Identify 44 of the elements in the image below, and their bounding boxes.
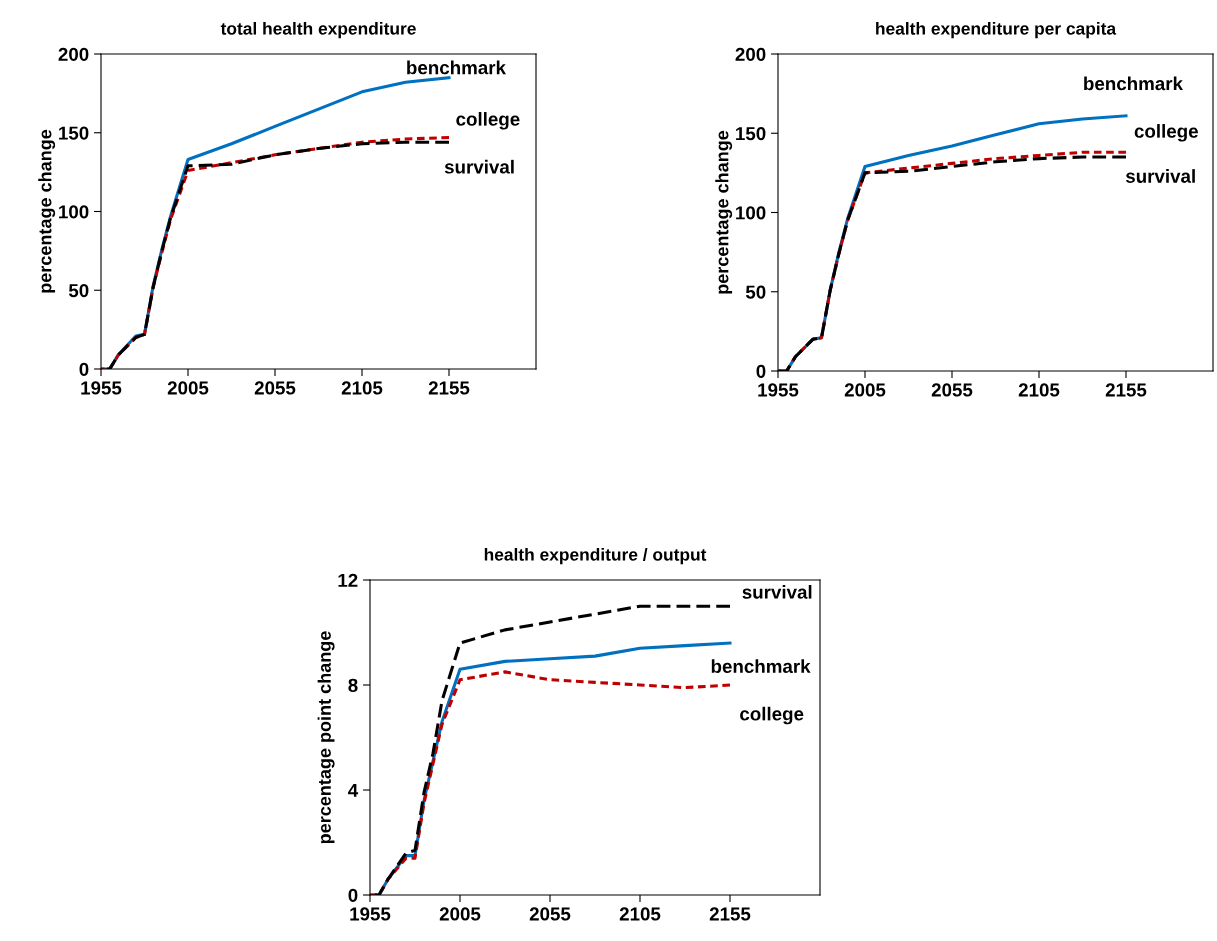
series-label: survival (1125, 169, 1195, 183)
x-tick-label: 2055 (931, 383, 973, 397)
y-tick-label: 200 (735, 47, 766, 61)
x-tick-label: 2105 (1018, 383, 1060, 397)
series-label: benchmark (711, 659, 811, 674)
x-tick-label: 2155 (709, 907, 751, 921)
y-tick-label: 50 (68, 283, 89, 298)
y-tick-label: 100 (736, 206, 766, 220)
y-tick-label: 4 (348, 783, 359, 797)
y-tick-label: 0 (348, 888, 358, 902)
series-label: college (740, 706, 804, 725)
x-tick-label: 2005 (439, 907, 481, 921)
series-label: survival (444, 159, 514, 174)
x-tick-label: 2005 (167, 381, 209, 395)
x-tick-label: 2105 (619, 907, 661, 921)
x-tick-label: 2155 (428, 381, 470, 395)
y-tick-label: 150 (59, 126, 89, 140)
y-tick-label: 50 (745, 285, 766, 299)
y-tick-label: 0 (79, 362, 89, 376)
series-label: benchmark (1084, 76, 1183, 91)
x-tick-label: 2055 (529, 907, 571, 921)
y-tick-label: 12 (338, 573, 358, 587)
series-label: survival (742, 585, 812, 599)
y-tick-label: 100 (59, 205, 89, 219)
y-tick-label: 8 (348, 678, 358, 692)
series-label: college (456, 112, 520, 130)
x-tick-label: 1955 (81, 381, 122, 395)
x-tick-label: 1955 (758, 383, 799, 397)
chart-title: health expenditure per capita (876, 21, 1117, 39)
x-tick-label: 1955 (350, 907, 391, 921)
series-label: benchmark (407, 60, 506, 75)
y-tick-label: 150 (736, 126, 766, 141)
y-axis-title: percentage change (38, 129, 56, 293)
y-axis-title: percentage point change (317, 631, 335, 844)
y-tick-label: 200 (58, 47, 89, 61)
series-label: college (1134, 124, 1198, 142)
y-axis-title: percentage change (715, 130, 733, 294)
x-tick-label: 2155 (1105, 383, 1147, 397)
chart-title: total health expenditure (220, 21, 416, 39)
x-tick-label: 2005 (844, 383, 886, 397)
x-tick-label: 2105 (341, 381, 383, 395)
chart-title: health expenditure / output (484, 547, 707, 565)
y-tick-label: 0 (756, 364, 766, 378)
x-tick-label: 2055 (254, 381, 296, 395)
